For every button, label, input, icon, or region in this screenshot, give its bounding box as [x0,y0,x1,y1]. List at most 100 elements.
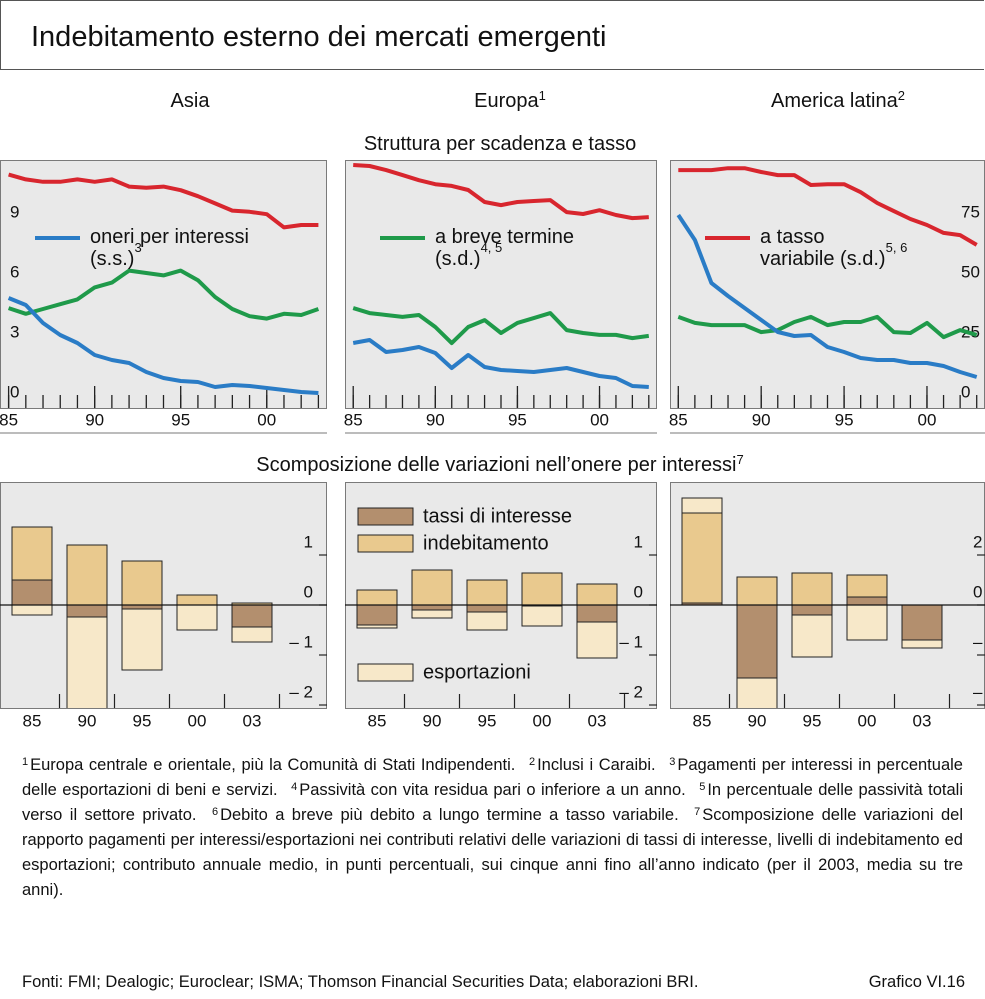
line-series [7,268,320,321]
bar-segment [521,605,563,627]
footnote: 4 Passività con vita residua pari o infer… [291,781,686,799]
title: Indebitamento esterno dei mercati emerge… [31,21,607,53]
bar-segment [736,604,778,679]
figure-label: Grafico VI.16 [868,973,965,991]
line-series [677,314,978,340]
column-name: Europa [474,90,539,112]
x-tick-label: 95 [133,711,152,730]
line-series [352,306,650,346]
bar-segment [121,560,163,606]
section-text: Scomposizione delle variazioni nell’oner… [256,454,737,476]
y-tick-label: 1 [634,532,643,551]
bar-segment [846,604,888,641]
legend-swatch [357,534,414,553]
legend-swatch [357,663,414,682]
panel [670,160,985,409]
footnote-mark: 4 [291,781,298,793]
y-tick-label: 0 [973,582,982,601]
bar-segment [231,626,273,643]
bar-segment [11,579,53,606]
bar-segment [411,569,453,606]
bar-segment [846,596,888,606]
x-tick-label: 00 [590,410,609,429]
bar-segment [66,604,108,618]
footnote-mark: 3 [669,756,676,768]
bar-segment [176,604,218,631]
bar-segment [466,604,508,613]
charts: 0 3 6 9 85 90 95 00 85 90 95 00 0 25 50 75 85 90 95 00 1 0– 1… [0,160,985,730]
bar-segment [121,608,163,671]
legend-label: a breve termine (s.d.) [435,226,574,270]
legend-label: indebitamento [423,532,549,554]
section-title: Scomposizione delle variazioni nell’oner… [256,453,744,477]
y-tick-label: – 2 [619,682,643,701]
bar-segment [411,609,453,619]
column-name: America latina [771,90,898,112]
bar-segment [11,526,53,581]
x-tick-label: 90 [423,711,442,730]
x-tick-label: 00 [918,410,937,429]
y-tick-label: – 1 [289,632,313,651]
x-tick-label: 95 [478,711,497,730]
x-tick-label: 00 [188,711,207,730]
x-tick-label: 90 [748,711,767,730]
bar-segment [791,614,833,658]
y2-tick-label: 50 [961,263,980,282]
bar-segment [356,624,398,629]
bar-segment [176,594,218,606]
legend-entry: oneri per interessi (s.s.) 3 [90,226,249,270]
x-tick-label: 85 [693,711,712,730]
footnote: 3 Pagamenti per interessi in percentuale … [22,756,963,799]
bar-segment [846,574,888,598]
bar-segment [901,604,943,641]
bars [681,497,943,708]
y-tick-label: 6 [10,262,19,281]
bars [356,569,618,659]
bars [11,526,273,708]
panel [0,160,327,409]
line-series [676,213,978,379]
note-mark: 1 [538,88,546,103]
legend-entry: a tasso variabile (s.d.)5, 6 [760,226,907,270]
bar-segment [521,572,563,606]
bar-segment [356,589,398,606]
column-header: Europa1 [474,88,546,113]
x-tick-label: 00 [533,711,552,730]
x-tick-label: 90 [78,711,97,730]
bar-segment [466,579,508,606]
footnote-text: Pagamenti per interessi in percentuale d… [22,756,963,799]
line-series [678,166,978,247]
panel [0,482,327,709]
line-series [353,163,649,221]
x-tick-label: 85 [344,410,363,429]
legend-swatch [357,507,414,526]
bar-segment [411,604,453,611]
bar-segment [681,512,723,604]
x-tick-label: 90 [426,410,445,429]
y-tick-label: 0 [10,382,19,401]
footnote-mark: 5 [699,781,706,793]
x-tick-label: 95 [508,410,527,429]
y-tick-label: 9 [10,202,19,221]
x-tick-label: 00 [257,410,276,429]
footnote-mark: 2 [528,756,536,768]
bar-segment [791,572,833,606]
y-tick-label: – 4 [973,682,985,701]
legend-label: a tasso variabile (s.d.) [760,226,886,270]
x-tick-label: 90 [85,410,104,429]
footnote: 5 In percentuale delle passività totali v… [22,781,963,824]
legend-entry: a breve termine (s.d.) 4, 5 [435,226,574,270]
legend-label: tassi di interesse [423,505,572,527]
footnote-text: In percentuale delle passività totali ve… [22,781,963,824]
column-header: Asia [171,90,210,113]
footnote-text: Inclusi i Caraibi. [537,756,656,774]
footnote-mark: 7 [694,806,701,818]
bar-segment [901,639,943,649]
source: Fonti: FMI; Dealogic; Euroclear; ISMA; T… [22,973,699,991]
x-tick-label: 85 [0,410,18,429]
y-tick-label: – 2 [973,632,985,651]
x-tick-label: 85 [669,410,688,429]
y2-tick-label: 0 [961,382,970,401]
x-tick-label: 90 [752,410,771,429]
